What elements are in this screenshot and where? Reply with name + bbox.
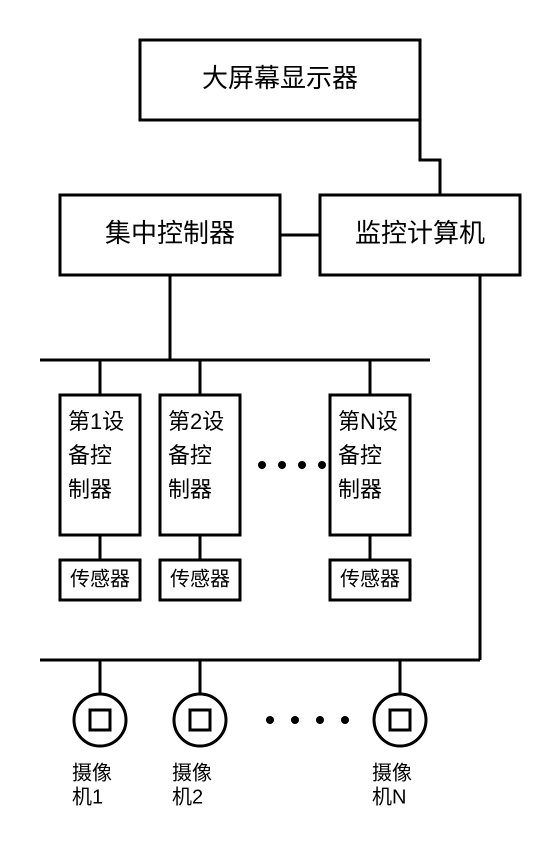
svg-text:备控: 备控 [338,443,382,468]
edge-0 [420,120,440,195]
ellipsis-dot [316,716,324,724]
system-diagram: 大屏幕显示器集中控制器 监控计算机第1设备控制器 第2设备控制器 第N设备控制器传感器… [0,0,560,850]
svg-text:第2设: 第2设 [168,409,224,434]
ellipsis-dot [298,461,306,469]
svg-text:第1设: 第1设 [68,409,124,434]
svg-text:制器: 制器 [338,477,382,502]
svg-text:监控计算机: 监控计算机 [355,218,485,248]
svg-text:机1: 机1 [72,785,103,808]
svg-text:机2: 机2 [172,785,203,808]
svg-text:机N: 机N [372,785,406,808]
svg-text:大屏幕显示器: 大屏幕显示器 [202,63,358,93]
svg-text:摄像: 摄像 [372,761,412,784]
svg-text:传感器: 传感器 [340,567,400,590]
svg-text:第N设: 第N设 [338,409,398,434]
svg-text:备控: 备控 [68,443,112,468]
svg-text:备控: 备控 [168,443,212,468]
svg-text:制器: 制器 [168,477,212,502]
svg-text:摄像: 摄像 [72,761,112,784]
ellipsis-dot [266,716,274,724]
ellipsis-dot [291,716,299,724]
ellipsis-dot [258,461,266,469]
svg-text:摄像: 摄像 [172,761,212,784]
svg-text:传感器: 传感器 [70,567,130,590]
svg-text:制器: 制器 [68,477,112,502]
svg-text:传感器: 传感器 [170,567,230,590]
ellipsis-dot [318,461,326,469]
svg-text:集中控制器: 集中控制器 [105,218,235,248]
ellipsis-dot [341,716,349,724]
ellipsis-dot [278,461,286,469]
